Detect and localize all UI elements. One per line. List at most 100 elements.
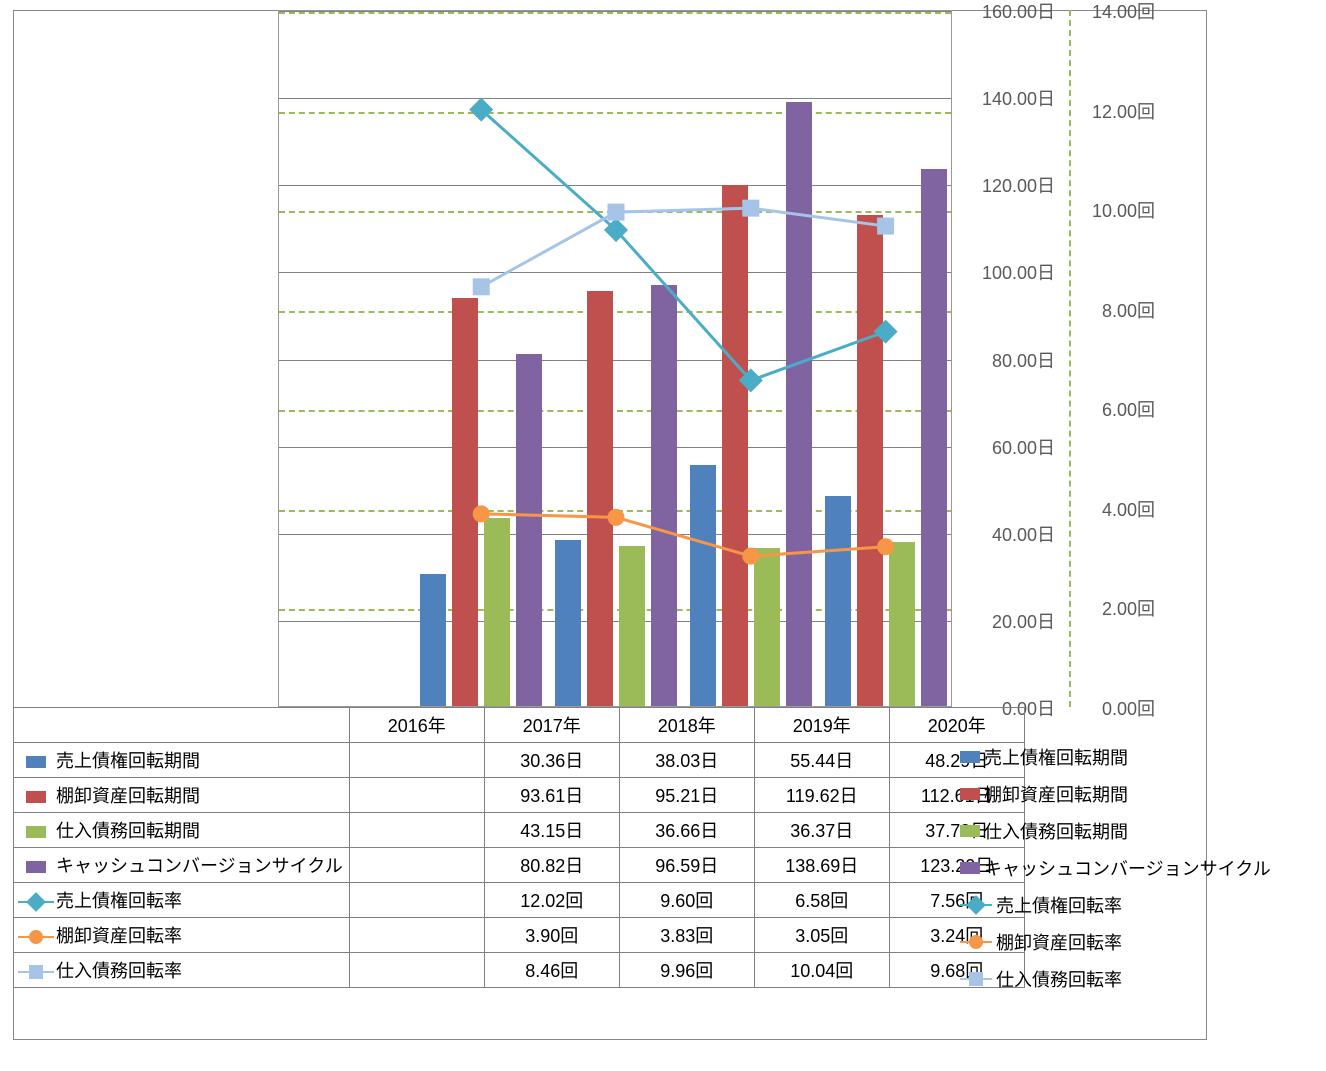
value-cell: 10.04回 <box>754 953 889 988</box>
series-name-cell: 棚卸資産回転期間 <box>14 778 350 813</box>
gridline-y1 <box>279 360 951 361</box>
y1-tick-label: 120.00日 <box>965 172 1055 198</box>
marker-s5 <box>470 98 493 121</box>
legend-right: 売上債権回転期間棚卸資産回転期間仕入債務回転期間キャッシュコンバージョンサイクル… <box>960 744 1271 1003</box>
value-cell: 6.58回 <box>754 883 889 918</box>
bar-s4 <box>921 169 947 706</box>
bar-s2 <box>857 215 883 706</box>
value-cell: 119.62日 <box>754 778 889 813</box>
gridline-y1 <box>279 98 951 99</box>
bar-s3 <box>889 542 915 706</box>
gridline-y1 <box>279 447 951 448</box>
y2-tick-label: 0.00回 <box>1075 695 1155 721</box>
line-s5 <box>481 110 885 381</box>
data-table: 2016年2017年2018年2019年2020年売上債権回転期間30.36日3… <box>13 707 1025 988</box>
bar-s3 <box>754 548 780 706</box>
legend-label: 棚卸資産回転期間 <box>984 781 1128 807</box>
series-name-cell: 棚卸資産回転率 <box>14 918 350 953</box>
value-cell: 80.82日 <box>484 848 619 883</box>
legend-marker <box>969 935 983 949</box>
value-cell: 36.37日 <box>754 813 889 848</box>
bar-s1 <box>825 496 851 706</box>
value-cell <box>349 778 484 813</box>
legend-item-s2: 棚卸資産回転期間 <box>960 781 1271 807</box>
value-cell: 8.46回 <box>484 953 619 988</box>
legend-item-s1: 売上債権回転期間 <box>960 744 1271 770</box>
bar-s1 <box>420 574 446 706</box>
series-label: 売上債権回転率 <box>56 891 182 911</box>
y1-tick-label: 100.00日 <box>965 259 1055 285</box>
y1-tick-label: 60.00日 <box>965 434 1055 460</box>
y1-tick-label: 20.00日 <box>965 608 1055 634</box>
bar-s2 <box>587 291 613 706</box>
table-row: 売上債権回転率12.02回9.60回6.58回7.56回 <box>14 883 1025 918</box>
marker-s5 <box>605 219 628 242</box>
category-header: 2020年 <box>889 708 1024 743</box>
table-row: 仕入債務回転率8.46回9.96回10.04回9.68回 <box>14 953 1025 988</box>
value-cell: 30.36日 <box>484 743 619 778</box>
gridline-y1 <box>279 185 951 186</box>
value-cell: 9.96回 <box>619 953 754 988</box>
value-cell: 138.69日 <box>754 848 889 883</box>
gridline-y2 <box>279 410 951 412</box>
series-label: 仕入債務回転期間 <box>56 821 200 841</box>
legend-label: 仕入債務回転期間 <box>984 818 1128 844</box>
table-row: 棚卸資産回転率3.90回3.83回3.05回3.24回 <box>14 918 1025 953</box>
value-cell <box>349 743 484 778</box>
legend-item-s6: 棚卸資産回転率 <box>960 929 1271 955</box>
value-cell <box>349 813 484 848</box>
category-header: 2018年 <box>619 708 754 743</box>
value-cell <box>349 848 484 883</box>
table-row: 仕入債務回転期間43.15日36.66日36.37日37.70日 <box>14 813 1025 848</box>
plot-area <box>278 10 952 707</box>
legend-label: キャッシュコンバージョンサイクル <box>984 855 1271 881</box>
y1-tick-label: 40.00日 <box>965 521 1055 547</box>
y1-tick-label: 80.00日 <box>965 347 1055 373</box>
legend-swatch-s2 <box>18 789 54 805</box>
value-cell: 3.05回 <box>754 918 889 953</box>
bar-s4 <box>651 285 677 706</box>
legend-swatch <box>960 898 992 912</box>
value-cell: 3.83回 <box>619 918 754 953</box>
y2-tick-label: 14.00回 <box>1075 0 1155 24</box>
series-name-cell: 売上債権回転期間 <box>14 743 350 778</box>
legend-marker <box>966 895 986 915</box>
line-s7 <box>481 208 885 287</box>
bar-s2 <box>452 298 478 706</box>
y2-tick-label: 2.00回 <box>1075 595 1155 621</box>
legend-swatch <box>960 825 980 837</box>
table-row: 売上債権回転期間30.36日38.03日55.44日48.29日 <box>14 743 1025 778</box>
legend-swatch-s3 <box>18 824 54 840</box>
marker-s7 <box>473 279 489 295</box>
y2-tick-label: 8.00回 <box>1075 297 1155 323</box>
category-header: 2016年 <box>349 708 484 743</box>
bar-s4 <box>516 354 542 706</box>
value-cell: 96.59日 <box>619 848 754 883</box>
value-cell: 55.44日 <box>754 743 889 778</box>
gridline-y2 <box>279 311 951 313</box>
legend-swatch <box>960 862 980 874</box>
value-cell: 95.21日 <box>619 778 754 813</box>
y2-tick-label: 4.00回 <box>1075 496 1155 522</box>
bar-s3 <box>484 518 510 706</box>
value-cell <box>349 918 484 953</box>
bar-s1 <box>690 465 716 707</box>
y2-tick-label: 10.00回 <box>1075 197 1155 223</box>
legend-swatch-s5 <box>18 894 54 910</box>
value-cell: 12.02回 <box>484 883 619 918</box>
value-cell <box>349 953 484 988</box>
legend-label: 棚卸資産回転率 <box>996 929 1122 955</box>
series-name-cell: 仕入債務回転期間 <box>14 813 350 848</box>
bar-s3 <box>619 546 645 706</box>
series-name-cell: 売上債権回転率 <box>14 883 350 918</box>
bar-s1 <box>555 540 581 706</box>
category-header: 2019年 <box>754 708 889 743</box>
value-cell <box>349 883 484 918</box>
series-label: 棚卸資産回転期間 <box>56 786 200 806</box>
legend-swatch-s4 <box>18 859 54 875</box>
value-cell: 9.60回 <box>619 883 754 918</box>
legend-swatch-s7 <box>18 964 54 980</box>
legend-label: 売上債権回転期間 <box>984 744 1128 770</box>
y1-tick-label: 160.00日 <box>965 0 1055 24</box>
legend-item-s7: 仕入債務回転率 <box>960 966 1271 992</box>
